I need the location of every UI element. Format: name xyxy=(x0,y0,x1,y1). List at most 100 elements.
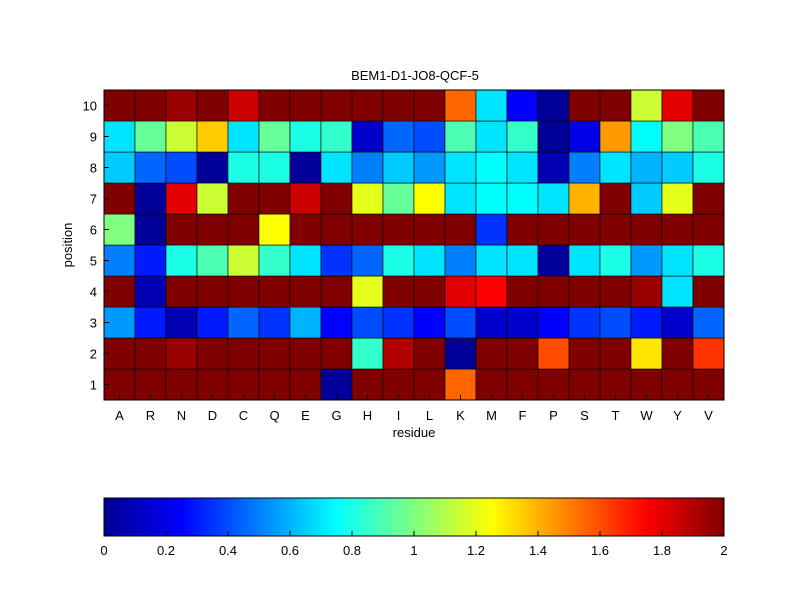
heatmap-cell xyxy=(692,244,725,277)
heatmap-cell xyxy=(444,213,477,246)
heatmap-cell xyxy=(103,368,136,401)
heatmap-cell xyxy=(413,151,446,184)
heatmap-cell xyxy=(196,151,229,184)
heatmap-cell xyxy=(320,151,353,184)
heatmap-cell xyxy=(351,151,384,184)
heatmap-cell xyxy=(320,182,353,215)
heatmap-cell xyxy=(351,306,384,339)
heatmap-cell xyxy=(227,213,260,246)
heatmap-cell xyxy=(661,182,694,215)
x-tick-label: G xyxy=(331,408,341,423)
heatmap-cell xyxy=(661,368,694,401)
heatmap-cell xyxy=(599,306,632,339)
heatmap-cell xyxy=(382,120,415,153)
x-tick-label: Y xyxy=(673,408,682,423)
heatmap-cell xyxy=(444,306,477,339)
heatmap-cell xyxy=(196,213,229,246)
heatmap-cell xyxy=(227,275,260,308)
heatmap-cell xyxy=(692,368,725,401)
heatmap-cell xyxy=(506,306,539,339)
y-axis-label: position xyxy=(60,223,75,268)
heatmap-cell xyxy=(320,120,353,153)
colorbar-tick-label: 1.8 xyxy=(653,543,671,558)
heatmap-cell xyxy=(289,306,322,339)
heatmap-cell xyxy=(692,337,725,370)
heatmap-cell xyxy=(134,182,167,215)
heatmap-cell xyxy=(537,213,570,246)
heatmap-cell xyxy=(103,151,136,184)
heatmap-cell xyxy=(227,244,260,277)
heatmap-cell xyxy=(320,337,353,370)
heatmap-cell xyxy=(165,89,198,122)
x-tick-label: K xyxy=(456,408,465,423)
heatmap-cell xyxy=(506,89,539,122)
heatmap-cell xyxy=(506,337,539,370)
y-axis-ticks: 1 2 3 4 5 6 7 8 9 10 xyxy=(83,99,109,393)
y-tick-label: 2 xyxy=(90,347,97,362)
heatmap-cell xyxy=(258,275,291,308)
x-tick-label: R xyxy=(146,408,155,423)
colorbar-tick-label: 0.6 xyxy=(281,543,299,558)
heatmap-cell xyxy=(289,337,322,370)
heatmap-cell xyxy=(413,337,446,370)
y-tick-label: 4 xyxy=(90,285,97,300)
heatmap-cell xyxy=(599,244,632,277)
heatmap-cell xyxy=(568,244,601,277)
heatmap-cell xyxy=(413,120,446,153)
heatmap-cell xyxy=(196,337,229,370)
heatmap-cell xyxy=(506,275,539,308)
colorbar xyxy=(103,497,725,537)
heatmap-cell xyxy=(351,89,384,122)
heatmap-cell xyxy=(320,275,353,308)
x-tick-label: W xyxy=(640,408,653,423)
colorbar-tick-label: 1.2 xyxy=(467,543,485,558)
heatmap-cell xyxy=(537,306,570,339)
heatmap-cell xyxy=(165,151,198,184)
heatmap-cell xyxy=(258,151,291,184)
heatmap-cell xyxy=(134,120,167,153)
heatmap-cell xyxy=(165,306,198,339)
heatmap-cell xyxy=(599,151,632,184)
heatmap-cell xyxy=(475,306,508,339)
heatmap-cell xyxy=(692,120,725,153)
heatmap-cell xyxy=(599,89,632,122)
heatmap-cell xyxy=(630,89,663,122)
heatmap-cell xyxy=(289,120,322,153)
heatmap-cell xyxy=(568,306,601,339)
heatmap-cell xyxy=(506,182,539,215)
colorbar-tick-label: 0.2 xyxy=(157,543,175,558)
heatmap-cell xyxy=(661,244,694,277)
heatmap-cell xyxy=(413,89,446,122)
heatmap-cell xyxy=(692,151,725,184)
heatmap-cell xyxy=(444,337,477,370)
colorbar-tick-label: 1.6 xyxy=(591,543,609,558)
heatmap-cell xyxy=(320,368,353,401)
heatmap-cell xyxy=(351,213,384,246)
heatmap-cell xyxy=(258,368,291,401)
x-tick-label: F xyxy=(519,408,527,423)
heatmap-cell xyxy=(692,182,725,215)
heatmap-cell xyxy=(630,306,663,339)
heatmap-cell xyxy=(537,275,570,308)
heatmap-cell xyxy=(599,213,632,246)
heatmap-cell xyxy=(444,120,477,153)
y-tick-label: 10 xyxy=(83,99,97,114)
heatmap-cell xyxy=(413,244,446,277)
heatmap-cell xyxy=(661,151,694,184)
heatmap-cell xyxy=(444,151,477,184)
heatmap-cell xyxy=(320,244,353,277)
heatmap-cell xyxy=(103,89,136,122)
heatmap-cell xyxy=(444,275,477,308)
heatmap-cell xyxy=(134,89,167,122)
heatmap-cell xyxy=(165,275,198,308)
heatmap-cell xyxy=(196,182,229,215)
heatmap-cell xyxy=(568,120,601,153)
heatmap-cell xyxy=(196,275,229,308)
heatmap-cell xyxy=(692,213,725,246)
heatmap-cell xyxy=(599,275,632,308)
heatmap-cell xyxy=(103,275,136,308)
heatmap-cell xyxy=(382,213,415,246)
heatmap-cell xyxy=(382,337,415,370)
heatmap-cell xyxy=(413,306,446,339)
